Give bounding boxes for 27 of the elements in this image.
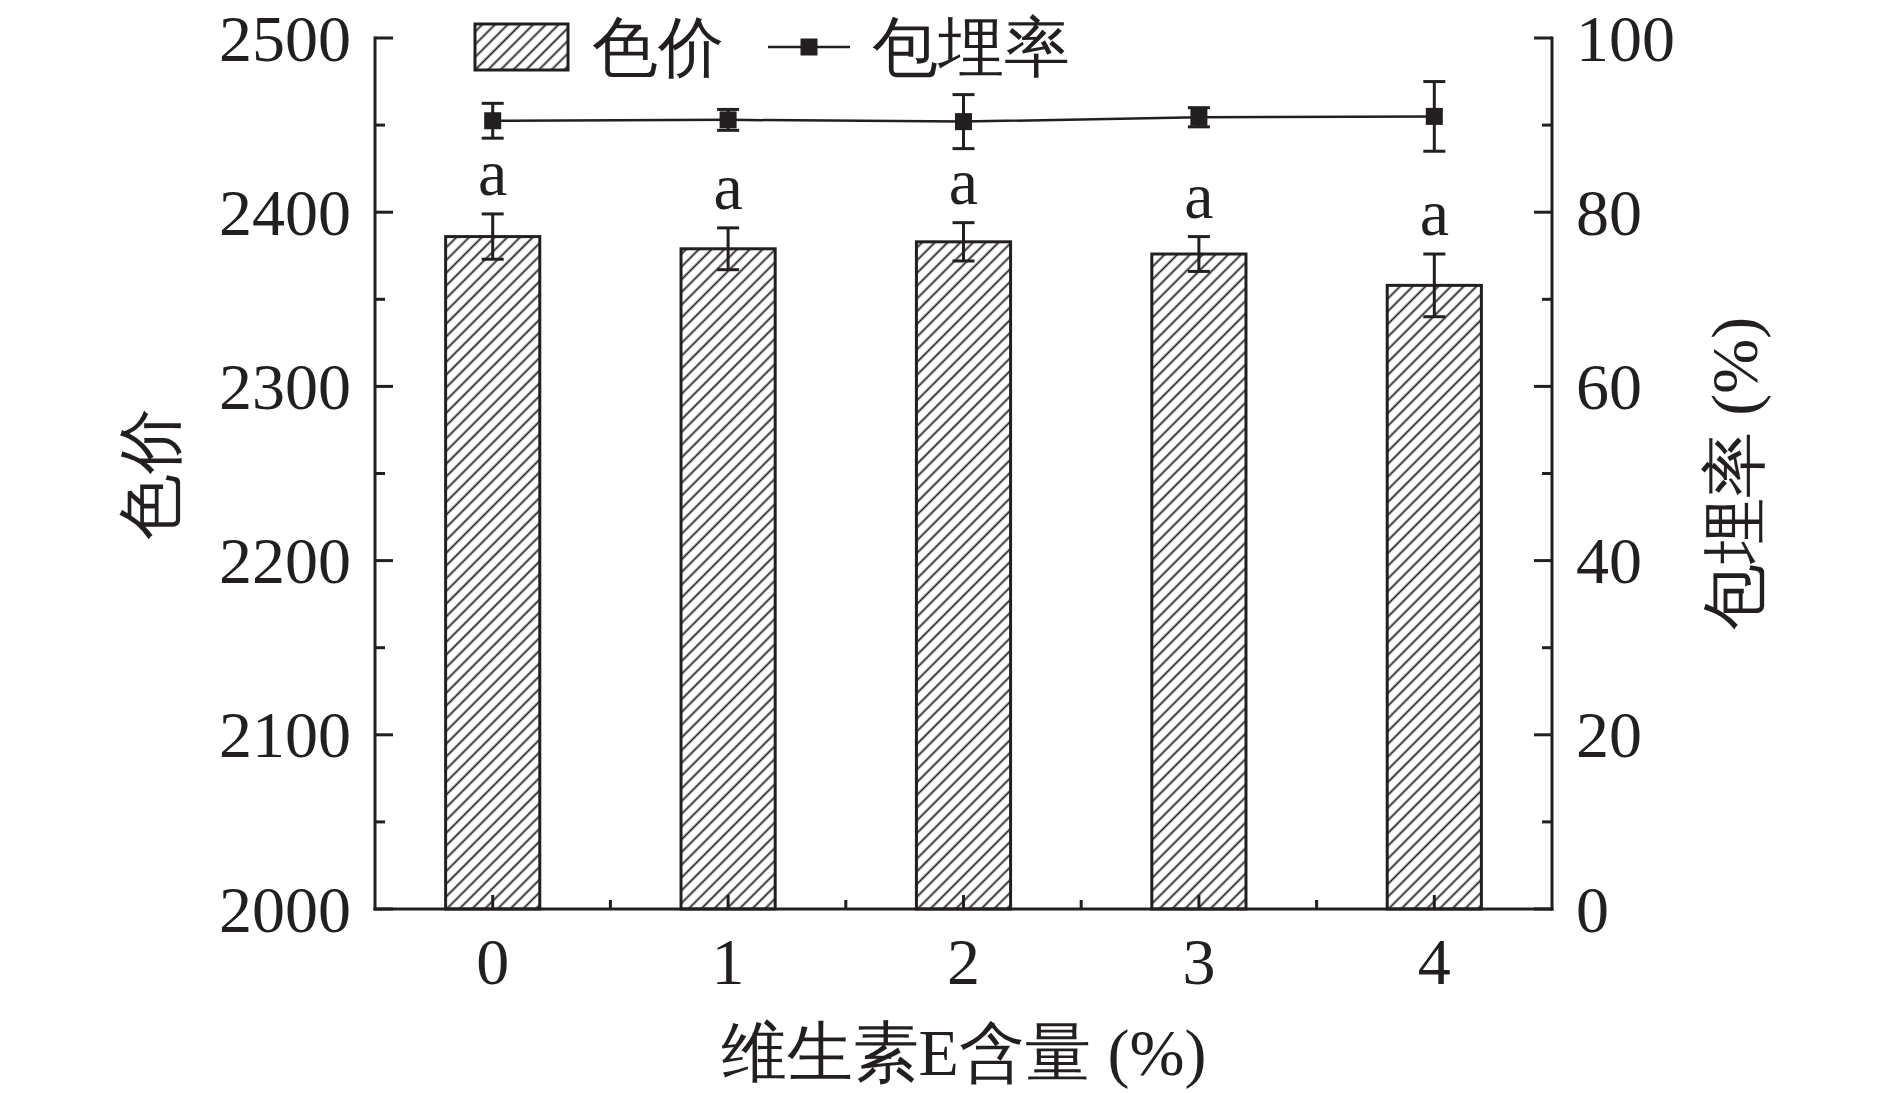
y2-tick-label: 80 (1576, 175, 1642, 249)
y2-tick-label: 40 (1576, 524, 1642, 598)
annotation: a (948, 144, 979, 218)
x-axis-title: 维生素E含量 (%) (720, 1015, 1207, 1090)
x-tick-label: 2 (947, 924, 980, 998)
annotation: a (713, 149, 743, 223)
y-tick-label: 2300 (219, 349, 351, 423)
legend-label: 包埋率 (872, 10, 1070, 84)
y-tick-label: 2200 (219, 524, 351, 598)
annotation: a (1184, 158, 1214, 232)
y-tick-label: 2500 (219, 1, 351, 75)
y2-tick-label: 0 (1576, 872, 1609, 946)
y-axis-title: 色价 (113, 407, 187, 540)
x-tick-label: 4 (1417, 924, 1451, 998)
y2-axis-title: 包埋率 (%) (1697, 316, 1772, 631)
y-tick-label: 2100 (219, 698, 351, 772)
annotation: a (1419, 176, 1449, 250)
x-tick-label: 3 (1182, 924, 1216, 998)
y2-tick-label: 20 (1576, 698, 1642, 772)
x-tick-label: 0 (476, 924, 510, 998)
x-tick-label: 1 (711, 924, 745, 998)
y2-tick-label: 100 (1576, 1, 1675, 75)
y-tick-label: 2000 (219, 872, 351, 946)
y-tick-label: 2400 (219, 175, 351, 249)
annotation: a (478, 135, 508, 209)
legend-label: 色价 (592, 10, 724, 84)
y2-tick-label: 60 (1576, 349, 1642, 423)
